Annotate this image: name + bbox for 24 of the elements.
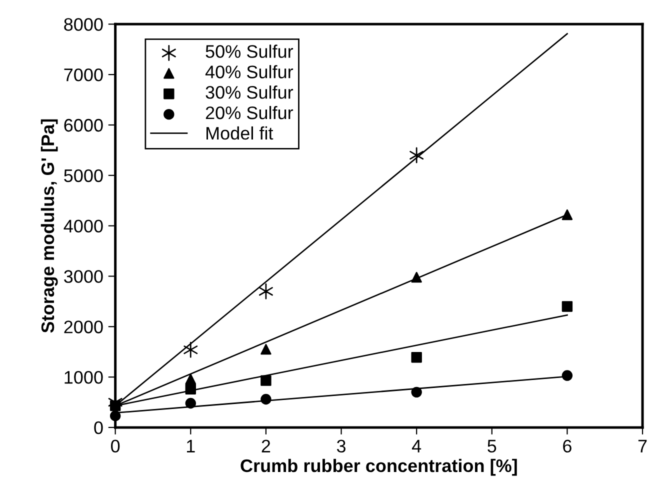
y-tick-label: 3000 bbox=[64, 270, 103, 283]
y-tick-label: 1000 bbox=[64, 370, 103, 384]
x-tick-label: 5 bbox=[488, 440, 496, 453]
y-tick-label: 6000 bbox=[64, 118, 103, 132]
y-tick-label: 7000 bbox=[64, 68, 103, 82]
x-tick-label: 7 bbox=[638, 440, 647, 452]
x-tick-label: 1 bbox=[186, 440, 195, 452]
x-tick-label: 2 bbox=[262, 440, 270, 452]
y-tick-label: 4000 bbox=[64, 220, 103, 233]
x-tick-label: 6 bbox=[563, 440, 572, 453]
y-tick-label: 2000 bbox=[64, 320, 103, 334]
y-tick-label: 0 bbox=[94, 421, 103, 434]
y-axis-title: Storage modulus, G' [Pa] bbox=[40, 119, 58, 333]
x-tick-label: 3 bbox=[336, 440, 346, 453]
legend-label: 40% Sulfur bbox=[205, 65, 294, 78]
legend-label: 20% Sulfur bbox=[206, 106, 294, 120]
y-tick-label: 5000 bbox=[64, 169, 103, 182]
x-tick-label: 0 bbox=[111, 440, 120, 453]
x-tick-label: 4 bbox=[412, 440, 422, 452]
y-tick-label: 8000 bbox=[64, 18, 103, 31]
legend-label: 50% Sulfur bbox=[206, 44, 294, 58]
x-axis-title: Crumb rubber concentration [%] bbox=[240, 458, 517, 476]
legend-label: Model fit bbox=[206, 126, 274, 140]
legend-label: 30% Sulfur bbox=[206, 86, 294, 99]
